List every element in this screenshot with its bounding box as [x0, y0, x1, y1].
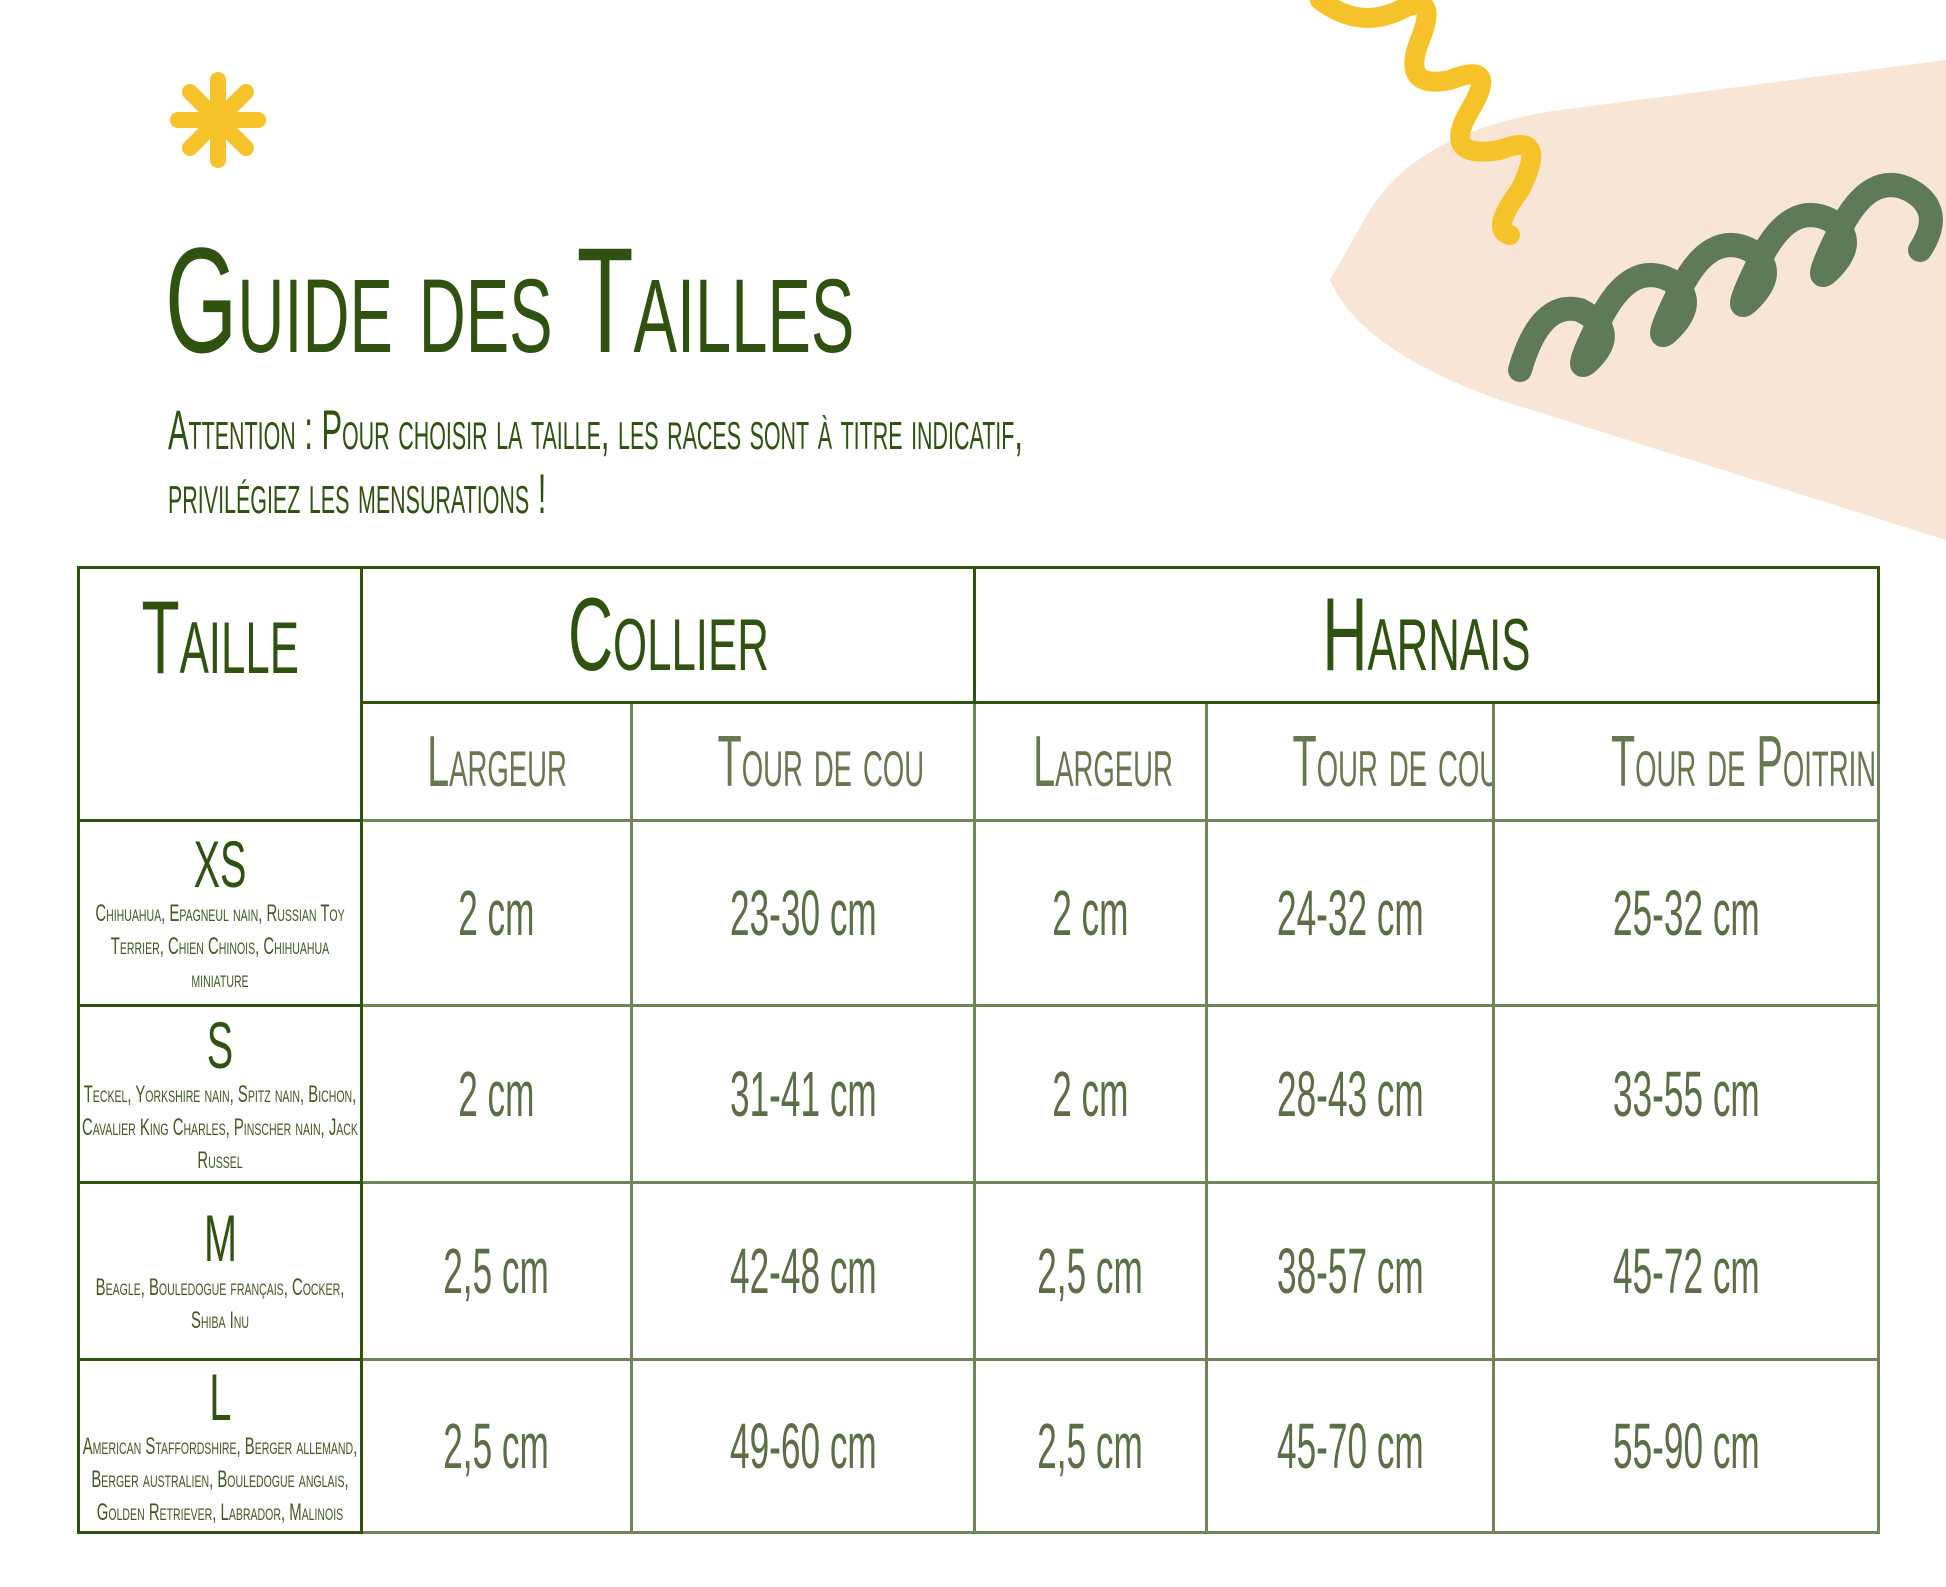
value-cell: 2,5 cm — [973, 1181, 1208, 1361]
table-row: L American Staffordshire, Berger allemand… — [77, 1358, 1881, 1534]
size-table: Taille Collier Harnais Largeur Tour de c… — [77, 566, 1881, 1534]
value-cell: 45-72 cm — [1491, 1181, 1881, 1361]
size-label: XS — [193, 826, 247, 901]
harnais-header: Harnais — [1322, 576, 1531, 693]
table-row: M Beagle, Bouledogue français, Cocker, Sh… — [77, 1181, 1881, 1361]
size-cell: XS Chihuahua, Epagneul nain, Russian Toy … — [77, 819, 363, 1007]
value: 45-70 cm — [1276, 1410, 1424, 1482]
size-cell: L American Staffordshire, Berger allemand… — [77, 1358, 363, 1534]
collier-header: Collier — [567, 576, 769, 693]
value-cell: 2 cm — [360, 819, 633, 1007]
subheader-cell: Tour de cou — [630, 701, 976, 822]
value: 49-60 cm — [729, 1410, 877, 1482]
value: 2,5 cm — [1037, 1235, 1144, 1307]
asterisk-icon — [170, 72, 266, 168]
value: 2,5 cm — [1037, 1410, 1144, 1482]
subheader-cell: Tour de Poitrine — [1491, 701, 1881, 822]
table-row: XS Chihuahua, Epagneul nain, Russian Toy … — [77, 819, 1881, 1007]
value: 55-90 cm — [1612, 1410, 1760, 1482]
subheader: Tour de cou — [717, 721, 925, 802]
value: 33-55 cm — [1612, 1058, 1760, 1130]
value-cell: 23-30 cm — [630, 819, 976, 1007]
subheader: Tour de cou — [1292, 721, 1494, 802]
value: 24-32 cm — [1276, 877, 1424, 949]
subheader-cell: Tour de cou — [1205, 701, 1495, 822]
value: 31-41 cm — [729, 1058, 877, 1130]
value-cell: 49-60 cm — [630, 1358, 976, 1534]
taille-header-cell: Taille — [77, 566, 363, 822]
breeds: Beagle, Bouledogue français, Cocker, Shi… — [95, 1274, 345, 1334]
value-cell: 25-32 cm — [1491, 819, 1881, 1007]
page-title: Guide des Tailles — [165, 216, 855, 384]
subheader-cell: Largeur — [973, 701, 1208, 822]
value-cell: 2,5 cm — [973, 1358, 1208, 1534]
value-cell: 2 cm — [973, 819, 1208, 1007]
subheader: Largeur — [426, 721, 567, 802]
value-cell: 2,5 cm — [360, 1358, 633, 1534]
value: 25-32 cm — [1612, 877, 1760, 949]
size-label: M — [203, 1201, 237, 1275]
value-cell: 31-41 cm — [630, 1004, 976, 1184]
value-cell: 2 cm — [973, 1004, 1208, 1184]
subtitle-line: Attention : Pour choisir la taille, les … — [168, 398, 1023, 461]
subtitle: Attention : Pour choisir la taille, les … — [168, 398, 1023, 526]
value-cell: 42-48 cm — [630, 1181, 976, 1361]
subheader: Largeur — [1033, 721, 1173, 802]
subheader-cell: Largeur — [360, 701, 633, 822]
value-cell: 33-55 cm — [1491, 1004, 1881, 1184]
subheader: Tour de Poitrine — [1610, 721, 1879, 802]
size-label: S — [206, 1007, 234, 1082]
value-cell: 24-32 cm — [1205, 819, 1495, 1007]
beige-blob-decoration — [1330, 60, 1946, 540]
value-cell: 2,5 cm — [360, 1181, 633, 1361]
collier-header-cell: Collier — [360, 566, 976, 704]
size-label: L — [208, 1359, 232, 1434]
value: 2,5 cm — [443, 1410, 550, 1482]
size-cell: M Beagle, Bouledogue français, Cocker, Sh… — [77, 1181, 363, 1361]
table-row: S Teckel, Yorkshire nain, Spitz nain, Bic… — [77, 1004, 1881, 1184]
value-cell: 28-43 cm — [1205, 1004, 1495, 1184]
value: 2 cm — [1052, 877, 1129, 949]
breeds: Teckel, Yorkshire nain, Spitz nain, Bich… — [82, 1080, 358, 1174]
value-cell: 38-57 cm — [1205, 1181, 1495, 1361]
green-spiral-decoration — [1508, 173, 1943, 382]
breeds: American Staffordshire, Berger allemand,… — [82, 1432, 358, 1526]
yellow-spiral-decoration — [1310, 0, 1542, 245]
taille-header: Taille — [141, 580, 299, 696]
breeds: Chihuahua, Epagneul nain, Russian Toy Te… — [95, 899, 345, 993]
value-cell: 45-70 cm — [1205, 1358, 1495, 1534]
value: 28-43 cm — [1276, 1058, 1424, 1130]
size-cell: S Teckel, Yorkshire nain, Spitz nain, Bic… — [77, 1004, 363, 1184]
value: 2,5 cm — [443, 1235, 550, 1307]
value: 2 cm — [1052, 1058, 1129, 1130]
value: 38-57 cm — [1276, 1235, 1424, 1307]
value: 23-30 cm — [729, 877, 877, 949]
value-cell: 55-90 cm — [1491, 1358, 1881, 1534]
value-cell: 2 cm — [360, 1004, 633, 1184]
value: 2 cm — [458, 1058, 535, 1130]
subtitle-line: privilégiez les mensurations ! — [168, 462, 547, 525]
value: 42-48 cm — [729, 1235, 877, 1307]
value: 2 cm — [458, 877, 535, 949]
value: 45-72 cm — [1612, 1235, 1760, 1307]
harnais-header-cell: Harnais — [972, 566, 1881, 704]
